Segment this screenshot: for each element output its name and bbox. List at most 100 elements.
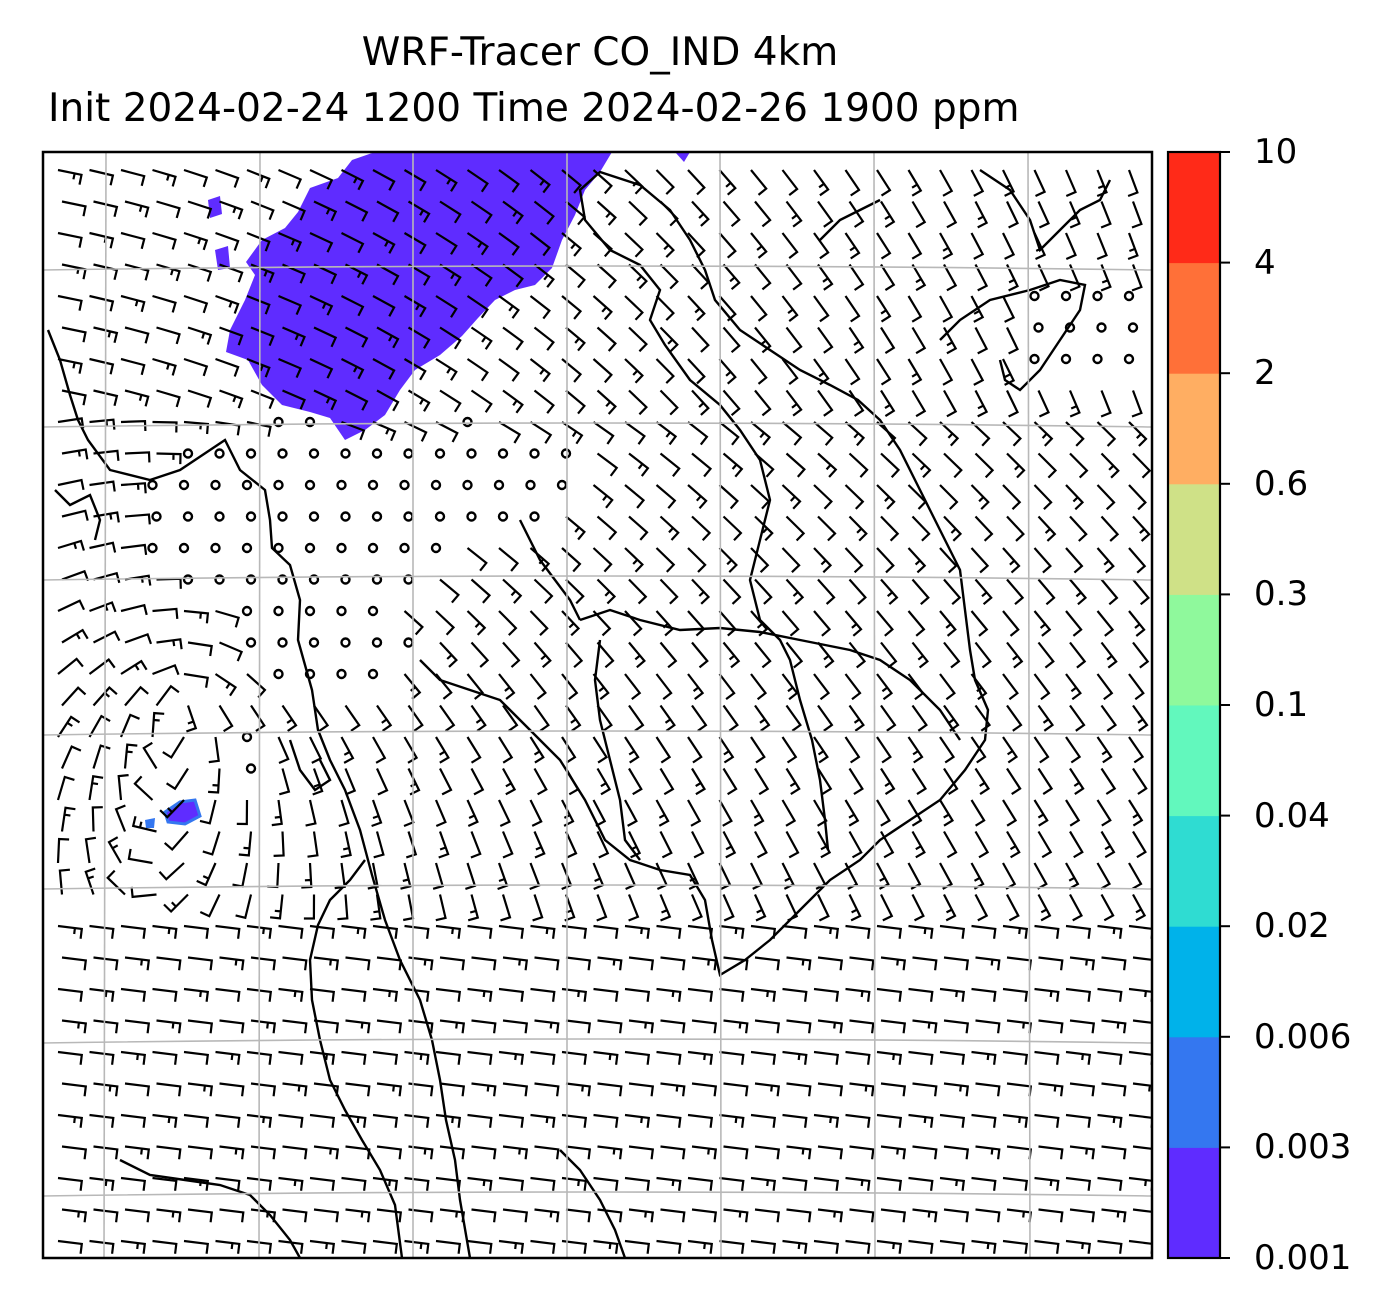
wind-barb bbox=[376, 389, 400, 412]
wind-barb bbox=[127, 848, 153, 865]
wind-barb bbox=[88, 658, 116, 675]
wind-barb bbox=[156, 389, 181, 408]
wind-barb bbox=[970, 358, 985, 386]
wind-barb bbox=[534, 1019, 560, 1034]
wind-barb bbox=[534, 1082, 560, 1097]
wind-barb bbox=[1002, 1176, 1029, 1191]
wind-barb bbox=[187, 956, 214, 971]
wind-barb bbox=[1037, 390, 1050, 418]
wind-barb bbox=[1132, 704, 1149, 732]
wind-barb bbox=[596, 389, 617, 415]
wind-barb bbox=[943, 767, 959, 796]
calm-wind-marker bbox=[1033, 322, 1044, 333]
calm-wind-marker bbox=[277, 448, 288, 459]
wind-barb bbox=[911, 200, 927, 229]
wind-barb bbox=[408, 956, 434, 971]
wind-barb bbox=[219, 956, 245, 971]
wind-barb bbox=[907, 799, 923, 827]
wind-barb bbox=[338, 799, 350, 827]
wind-barb bbox=[344, 704, 361, 732]
wind-barb bbox=[502, 767, 517, 796]
wind-barb bbox=[345, 1145, 371, 1160]
wind-barb bbox=[1065, 987, 1092, 1002]
wind-barb bbox=[1033, 421, 1054, 447]
wind-barb bbox=[187, 1145, 214, 1160]
wind-barb bbox=[471, 1145, 497, 1160]
calm-wind-marker bbox=[367, 542, 379, 554]
calm-wind-marker bbox=[340, 574, 351, 585]
wind-barb bbox=[876, 232, 892, 260]
wind-barb bbox=[56, 837, 70, 864]
wind-barb bbox=[596, 515, 618, 541]
wind-barb bbox=[119, 713, 140, 738]
wind-barb bbox=[1069, 1019, 1096, 1034]
wind-barb bbox=[848, 704, 865, 732]
wind-barb bbox=[279, 768, 291, 796]
calm-wind-marker bbox=[367, 668, 379, 680]
wind-barb bbox=[939, 610, 957, 637]
wind-barb bbox=[124, 632, 153, 645]
wind-barb bbox=[971, 1239, 997, 1254]
wind-barb bbox=[813, 1113, 840, 1128]
wind-barb bbox=[750, 1176, 777, 1191]
wind-barb bbox=[781, 484, 802, 510]
wind-barb bbox=[158, 862, 185, 881]
wind-barb bbox=[470, 200, 493, 224]
calm-wind-marker bbox=[371, 511, 383, 522]
wind-barb bbox=[471, 956, 497, 971]
wind-barb bbox=[781, 547, 801, 573]
wind-barb bbox=[593, 1113, 619, 1128]
wind-barb bbox=[750, 169, 768, 196]
wind-barb bbox=[624, 358, 644, 384]
wind-barb bbox=[89, 168, 115, 186]
wind-barb bbox=[848, 830, 863, 859]
wind-barb bbox=[1100, 515, 1120, 542]
wind-barb bbox=[754, 389, 772, 417]
wind-barb bbox=[1132, 1019, 1152, 1024]
wind-barb bbox=[246, 1113, 273, 1128]
wind-barb bbox=[908, 1176, 934, 1191]
wind-barb bbox=[659, 263, 679, 290]
wind-barb bbox=[656, 1113, 682, 1128]
wind-barb bbox=[596, 894, 608, 922]
colorbar-tick-label: 0.6 bbox=[1254, 463, 1309, 504]
wind-barb bbox=[61, 509, 89, 521]
wind-barb bbox=[309, 169, 334, 190]
wind-barb bbox=[628, 956, 655, 971]
wind-barb bbox=[1038, 1019, 1064, 1034]
wind-barb bbox=[345, 956, 371, 971]
wind-barb bbox=[817, 515, 837, 542]
wind-barb bbox=[1037, 893, 1052, 922]
wind-barb bbox=[943, 1208, 970, 1223]
wind-barb bbox=[1128, 799, 1144, 827]
wind-barb bbox=[754, 704, 771, 732]
wind-barb bbox=[345, 200, 369, 222]
wind-barb bbox=[907, 358, 923, 386]
wind-barb bbox=[750, 1113, 777, 1128]
wind-barb bbox=[372, 924, 399, 939]
wind-barb bbox=[183, 231, 209, 251]
colorbar-segment bbox=[1168, 483, 1220, 595]
wind-barb bbox=[470, 767, 485, 796]
wind-barb bbox=[718, 169, 737, 196]
wind-barb bbox=[1096, 232, 1108, 261]
wind-barb bbox=[597, 1082, 623, 1097]
wind-barb bbox=[970, 547, 990, 574]
wind-barb bbox=[782, 924, 808, 939]
calm-wind-marker bbox=[1060, 353, 1072, 365]
gridlines bbox=[43, 152, 1152, 1258]
wind-barb bbox=[848, 452, 869, 478]
calm-wind-marker bbox=[1029, 290, 1040, 302]
wind-barb bbox=[120, 1113, 147, 1128]
wind-barb bbox=[215, 420, 241, 436]
wind-barb bbox=[1002, 358, 1016, 386]
wind-barb bbox=[1034, 1050, 1060, 1065]
colorbar-segment bbox=[1168, 1036, 1220, 1148]
calm-wind-marker bbox=[277, 574, 288, 585]
wind-barb bbox=[341, 232, 365, 254]
wind-barb bbox=[880, 389, 896, 418]
wind-barb bbox=[813, 295, 830, 323]
wind-barb bbox=[624, 1239, 651, 1254]
wind-barb bbox=[196, 862, 217, 887]
colorbar-segment bbox=[1168, 152, 1220, 264]
